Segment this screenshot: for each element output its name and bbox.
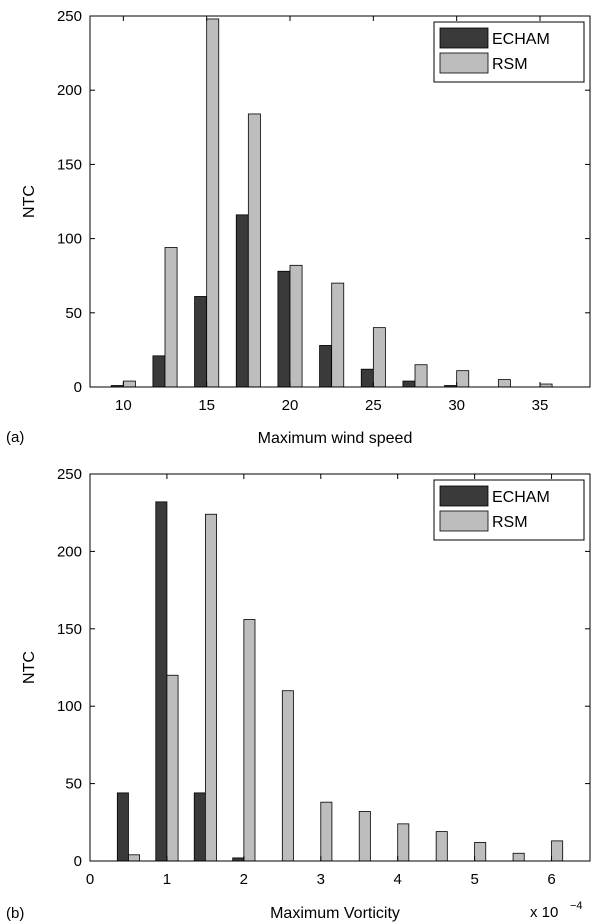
bar-rsm-1.5 [204,513,217,861]
x-tick-label: 3 [317,871,325,888]
x-tick-label: 0 [86,871,94,888]
bar-rsm-25 [372,327,386,387]
bars [110,18,553,387]
y-tick-label: 100 [57,698,82,715]
y-axis-label: NTC [21,185,38,218]
y-tick-label: 100 [57,231,82,248]
legend: ECHAM RSM [433,479,585,541]
legend-label-echam: ECHAM [492,489,550,506]
y-tick-label: 250 [57,8,82,25]
x-tick-label: 25 [365,397,382,414]
x-axis-label: Maximum wind speed [258,430,413,447]
bar-echam-15 [194,296,208,387]
legend: ECHAM RSM [433,21,585,83]
x-tick-label: 1 [163,871,171,888]
bar-echam-27.5 [402,380,416,387]
y-tick-label: 0 [74,379,82,396]
legend-swatch-echam [439,485,489,507]
legend-label-rsm: RSM [492,56,528,73]
legend-swatch-echam [439,27,489,49]
bar-rsm-4.5 [435,831,448,861]
x-tick-label: 5 [470,871,478,888]
bar-rsm-5 [474,842,487,861]
bar-rsm-2.5 [281,690,294,861]
bar-rsm-30 [456,370,470,387]
bar-rsm-32.5 [497,379,511,387]
bar-rsm-2 [243,619,256,861]
x-tick-label: 4 [394,871,402,888]
y-tick-label: 0 [74,853,82,870]
bar-rsm-17.5 [247,113,261,387]
bar-echam-25 [360,368,374,387]
bar-rsm-3.5 [358,811,371,861]
legend-swatch-rsm [439,52,489,74]
chart-panel-1: 10 15 20 25 30 35 0 50 100 150 200 250 Maximum wind … [6,8,591,447]
x-axis-label: Maximum Vorticity [270,905,400,922]
bar-rsm-4 [397,823,410,861]
y-tick-label: 200 [57,82,82,99]
y-tick-label: 200 [57,543,82,560]
chart-panel-2: 0 1 2 3 4 5 6 0 50 100 150 200 250 Maximum Vorticity N… [6,466,591,922]
plot-frame [89,473,591,862]
bar-rsm-22.5 [331,282,345,387]
x-tick-label: 20 [282,397,299,414]
bar-rsm-20 [289,264,303,387]
y-tick-label: 250 [57,466,82,483]
y-tick-label: 150 [57,621,82,638]
bar-echam-0.5 [116,792,129,861]
y-tick-label: 50 [65,776,82,793]
x-axis-exponent: x 10 [530,904,558,921]
bar-rsm-15 [206,18,220,387]
bar-echam-12.5 [152,355,166,387]
legend-label-rsm: RSM [492,514,528,531]
bar-rsm-1 [166,674,179,861]
legend-label-echam: ECHAM [492,31,550,48]
bars [116,501,564,861]
bar-echam-17.5 [235,214,249,387]
x-tick-label: 10 [115,397,132,414]
x-tick-label: 15 [198,397,215,414]
panel-label: (b) [6,905,24,922]
plot-frame [89,15,591,388]
x-axis-exponent-power: −4 [570,900,583,912]
bar-echam-20 [277,270,291,387]
bar-rsm-3 [320,801,333,861]
x-tick-label: 30 [448,397,465,414]
legend-swatch-rsm [439,510,489,532]
bar-rsm-0.5 [128,854,141,861]
y-tick-label: 50 [65,305,82,322]
x-tick-label: 35 [532,397,549,414]
bar-rsm-5.5 [512,852,525,861]
x-tick-label: 2 [240,871,248,888]
x-tick-label: 6 [547,871,555,888]
y-axis-label: NTC [21,651,38,684]
bar-echam-22.5 [319,345,333,387]
bar-rsm-10 [122,380,136,387]
bar-echam-1 [155,501,168,861]
panel-label: (a) [6,429,24,446]
bar-rsm-12.5 [164,247,178,387]
bar-rsm-6 [551,840,564,861]
y-tick-label: 150 [57,156,82,173]
bar-echam-1.5 [193,792,206,861]
bar-rsm-27.5 [414,364,428,387]
